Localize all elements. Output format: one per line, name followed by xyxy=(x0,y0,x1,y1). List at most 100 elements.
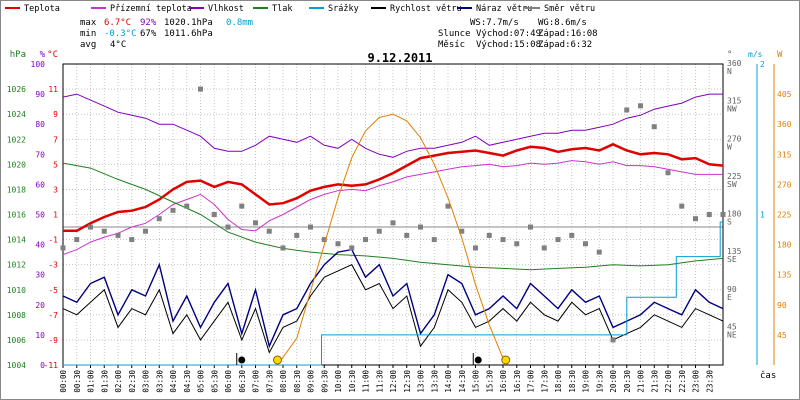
sun-rise-text: Východ:07:49 xyxy=(476,29,541,39)
point-sm-r-v-tru xyxy=(225,224,231,230)
series-line-n-raz-v-tru xyxy=(62,248,724,349)
x-tick-label: 07:00 xyxy=(252,370,261,393)
x-tick-label: 18:30 xyxy=(568,370,577,393)
legend-label: Směr větru xyxy=(544,4,595,14)
wind-speed-text: WS:7.7m/s xyxy=(470,18,519,28)
tick-pressure: 1022 xyxy=(7,135,26,144)
stat-min-temp: -0.3°C xyxy=(104,29,137,39)
tick-direction-label: NW xyxy=(727,105,737,114)
axis-label-pressure: hPa xyxy=(10,50,26,60)
point-sm-r-v-tru xyxy=(280,245,286,251)
tick-solar: 315 xyxy=(777,150,792,159)
sun-marker xyxy=(273,355,282,365)
series-line-solar xyxy=(277,113,507,366)
point-sm-r-v-tru xyxy=(610,337,616,343)
x-tick-label: 08:30 xyxy=(293,370,302,393)
tick-pressure: 1012 xyxy=(7,261,26,270)
point-sm-r-v-tru xyxy=(239,203,245,209)
point-sm-r-v-tru xyxy=(266,228,272,234)
tick-humidity: 90 xyxy=(35,90,45,99)
tick-pressure: 1006 xyxy=(7,336,26,345)
x-tick-label: 20:30 xyxy=(623,370,632,393)
tick-humidity: 100 xyxy=(31,60,46,69)
x-tick-label: 15:30 xyxy=(485,370,494,393)
moon-label: Měsíc xyxy=(438,40,465,50)
point-sm-r-v-tru xyxy=(349,245,355,251)
point-sm-r-v-tru xyxy=(679,203,685,209)
axis-label-humidity: % xyxy=(40,50,46,60)
x-tick-label: 09:30 xyxy=(320,370,329,393)
tick-direction: 315 xyxy=(727,97,742,106)
x-tick-label: 13:00 xyxy=(417,370,426,393)
tick-pressure: 1018 xyxy=(7,185,26,194)
point-sm-r-v-tru xyxy=(541,245,547,251)
point-sm-r-v-tru xyxy=(363,237,368,243)
tick-solar: 270 xyxy=(777,180,792,189)
stat-min-pressure: 1011.6hPa xyxy=(164,29,213,39)
point-sm-r-v-tru xyxy=(624,107,630,113)
tick-solar: 180 xyxy=(777,241,792,250)
tick-direction-label: W xyxy=(727,142,732,151)
point-sm-r-v-tru xyxy=(706,212,712,217)
x-tick-label: 00:30 xyxy=(73,370,82,393)
x-tick-label: 00:00 xyxy=(59,370,68,393)
point-sm-r-v-tru xyxy=(253,220,258,226)
axis-label-solar: W xyxy=(777,50,783,60)
tick-solar: 405 xyxy=(777,90,792,99)
point-sm-r-v-tru xyxy=(583,241,588,247)
axis-label-speed: m/s xyxy=(748,50,763,59)
point-sm-r-v-tru xyxy=(294,232,300,238)
point-sm-r-v-tru xyxy=(88,224,93,230)
moon-rise-text: Východ:15:08 xyxy=(476,40,541,50)
tick-humidity: 30 xyxy=(35,271,45,280)
x-tick-label: 01:00 xyxy=(87,370,96,393)
stat-avg-label: avg xyxy=(80,40,96,50)
point-sm-r-v-tru xyxy=(74,237,80,243)
chart-title: 9.12.2011 xyxy=(367,51,432,65)
x-tick-label: 08:00 xyxy=(279,370,288,393)
x-tick-label: 20:00 xyxy=(609,370,618,393)
x-tick-label: 10:30 xyxy=(348,370,357,393)
point-sm-r-v-tru xyxy=(198,86,203,92)
x-tick-label: 06:00 xyxy=(224,370,233,393)
point-sm-r-v-tru xyxy=(143,228,148,234)
tick-temperature: 5 xyxy=(53,160,58,169)
legend-label: Přízemní teplota xyxy=(110,4,192,14)
sun-set-text: Západ:16:08 xyxy=(538,29,598,39)
tick-solar: 225 xyxy=(777,211,792,220)
tick-humidity: 40 xyxy=(35,241,45,250)
point-sm-r-v-tru xyxy=(555,237,561,243)
point-sm-r-v-tru xyxy=(528,224,533,230)
tick-direction: 360 xyxy=(727,59,742,68)
legend-label: Tlak xyxy=(272,4,292,14)
tick-humidity: 80 xyxy=(35,120,45,129)
legend-label: Náraz větru xyxy=(476,4,532,14)
tick-temperature: -11 xyxy=(44,361,59,370)
legend-label: Vlhkost xyxy=(208,4,244,14)
point-sm-r-v-tru xyxy=(500,237,506,243)
tick-speed: 1 xyxy=(760,211,765,220)
x-tick-label: 21:30 xyxy=(650,370,659,393)
tick-direction-label: E xyxy=(727,293,732,302)
tick-pressure: 1024 xyxy=(7,110,26,119)
x-tick-label: 04:00 xyxy=(169,370,178,393)
point-sm-r-v-tru xyxy=(211,212,217,217)
x-tick-label: 04:30 xyxy=(183,370,192,393)
series-line-vlhkost xyxy=(62,93,723,158)
x-tick-label: 22:00 xyxy=(664,370,673,393)
point-sm-r-v-tru xyxy=(596,249,602,255)
point-sm-r-v-tru xyxy=(459,228,465,234)
x-tick-label: 14:00 xyxy=(444,370,453,393)
tick-speed: 2 xyxy=(760,60,765,69)
tick-temperature: 3 xyxy=(53,185,58,194)
point-sm-r-v-tru xyxy=(376,228,382,234)
moon-set-text: Západ:6:32 xyxy=(538,40,592,50)
tick-pressure: 1020 xyxy=(7,160,26,169)
tick-temperature: -7 xyxy=(48,311,58,320)
tick-direction-label: SW xyxy=(727,180,737,189)
sun-label: Slunce xyxy=(438,29,471,39)
series-line-sr-ky xyxy=(63,221,723,366)
point-sm-r-v-tru xyxy=(184,203,190,209)
x-tick-label: 03:00 xyxy=(142,370,151,393)
